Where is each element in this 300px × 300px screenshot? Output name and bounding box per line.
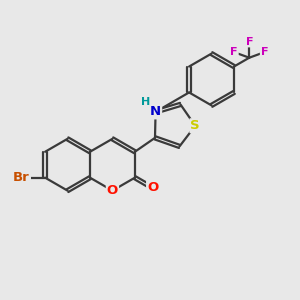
Text: F: F [230,47,238,57]
Text: N: N [150,105,161,119]
Text: F: F [245,37,253,46]
Text: Br: Br [13,171,30,184]
Text: F: F [261,47,268,57]
Text: O: O [107,184,118,197]
Text: H: H [141,97,150,106]
Text: O: O [147,182,158,194]
Text: S: S [190,119,200,132]
